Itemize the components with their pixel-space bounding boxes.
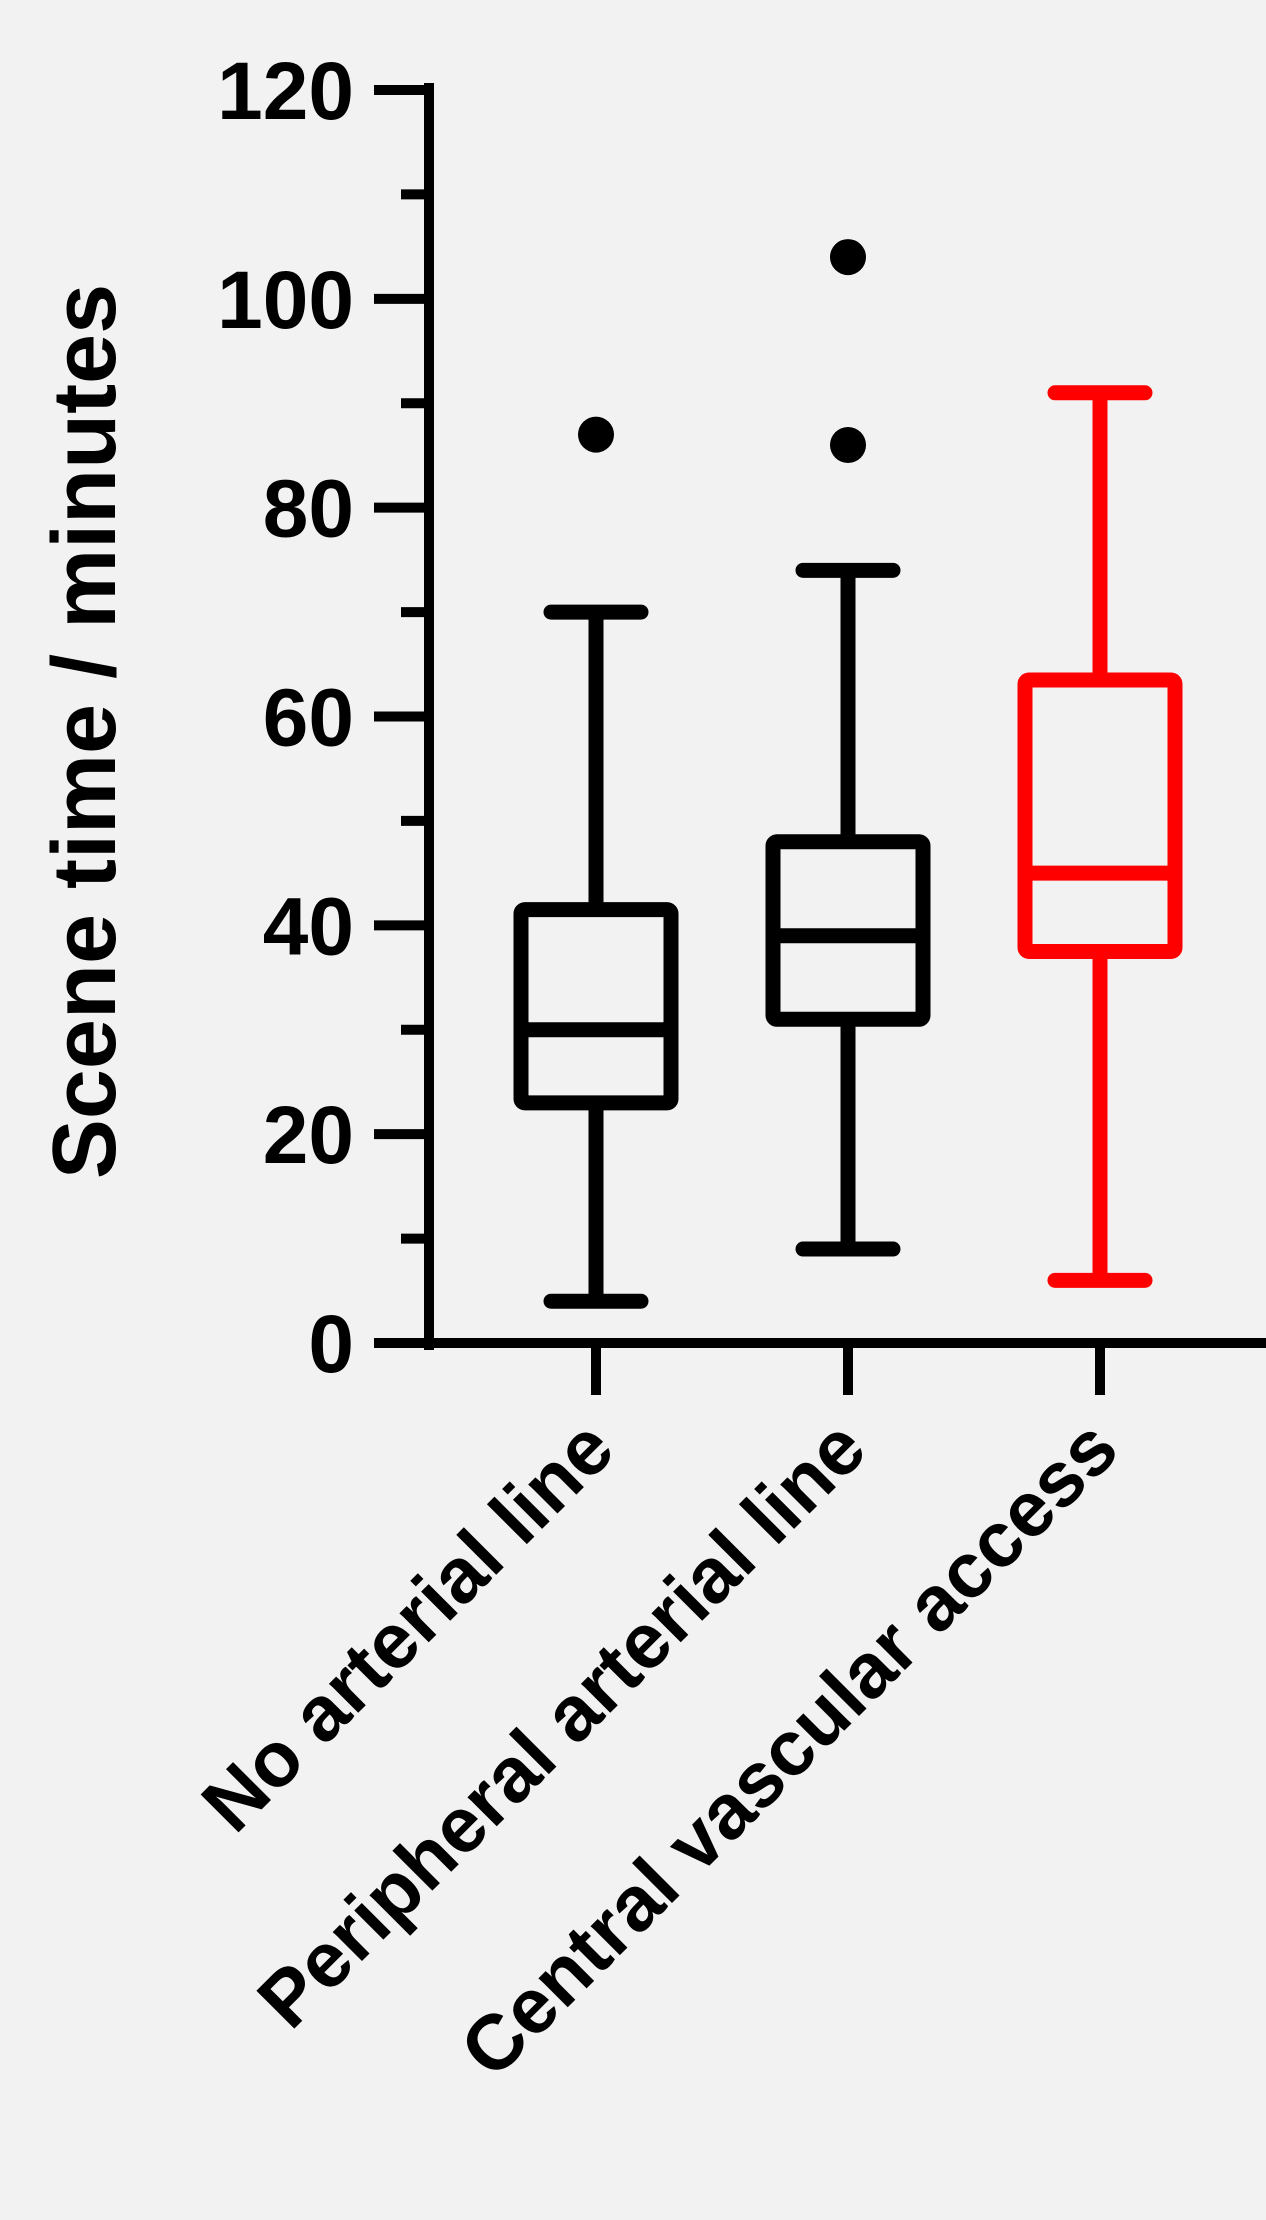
y-axis-title: Scene time / minutes	[35, 284, 135, 1179]
y-axis: 0 20 40 60 80 100 120	[217, 46, 434, 1390]
y-tick-label: 80	[263, 464, 354, 555]
outlier-point	[578, 416, 614, 453]
y-tick-label: 40	[263, 881, 354, 972]
y-tick-label: 60	[263, 673, 354, 764]
y-tick-label: 20	[263, 1090, 354, 1181]
outlier-point	[830, 427, 866, 464]
box-3	[1017, 385, 1183, 1288]
iqr-box	[513, 902, 679, 1111]
iqr-box	[1017, 672, 1183, 959]
box-series	[513, 239, 1183, 1309]
y-tick-label: 100	[217, 255, 354, 346]
y-tick-label: 0	[308, 1299, 354, 1390]
y-tick-label: 120	[217, 46, 354, 137]
box-1	[513, 416, 679, 1309]
outlier-point	[830, 239, 866, 276]
box-2	[765, 239, 931, 1257]
